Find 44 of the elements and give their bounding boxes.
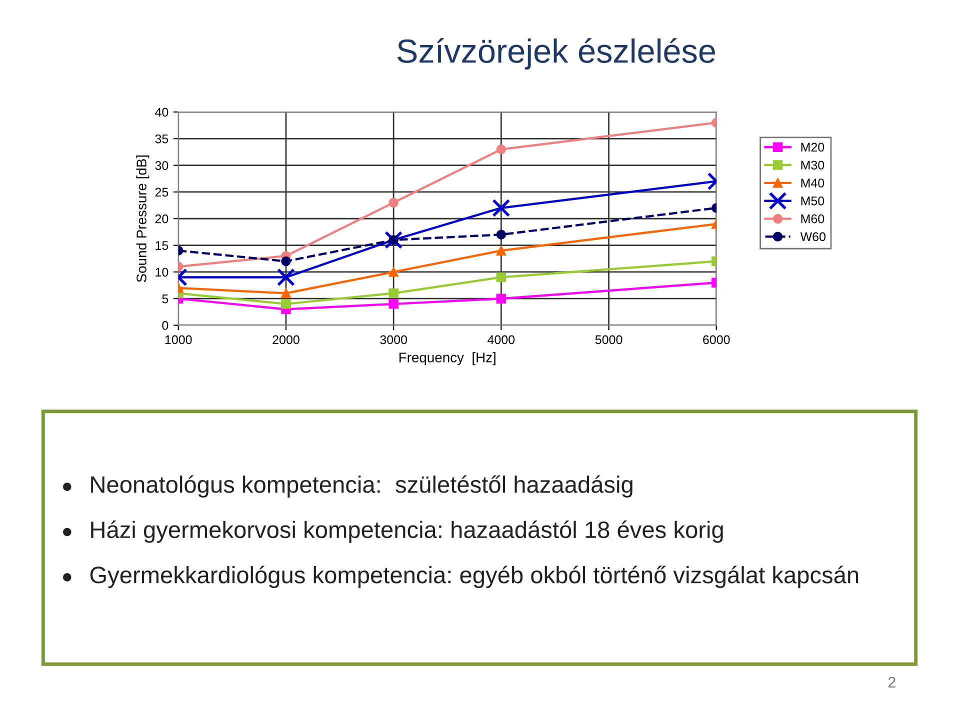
- y-tick-label: 30: [155, 161, 168, 170]
- x-tick-label: 5000: [595, 335, 622, 344]
- point: [281, 256, 291, 266]
- y-tick-label: 35: [155, 134, 168, 144]
- legend-label: M30: [801, 160, 824, 170]
- text: Gyermekkardiológus kompetencia: egyéb okból történő vizsgálat kapcsán: [90, 566, 858, 588]
- legend-label: W60: [800, 232, 826, 242]
- y-tick-label: 5: [162, 294, 168, 304]
- text: Házi gyermekorvosi kompetencia: hazaadástól 18 éves korig: [91, 520, 723, 543]
- y-tick-label: 25: [155, 188, 168, 197]
- x-tick-label: 4000: [488, 335, 515, 344]
- point: [281, 288, 291, 298]
- legend-label: M60: [801, 214, 824, 224]
- point: [388, 198, 398, 208]
- point: [496, 272, 506, 282]
- chart-title: Szívzörejek észlelése: [397, 38, 715, 70]
- point: [384, 230, 403, 249]
- x-axis-title: Frequency [Hz]: [400, 352, 496, 366]
- x-tick-label: 2000: [272, 335, 300, 344]
- y-tick-label: 15: [156, 241, 168, 250]
- x-tick-label: 1000: [165, 335, 192, 344]
- point: [388, 267, 398, 277]
- text: Neonatológus kompetencia: születéstől hazaadásig: [91, 475, 632, 498]
- x-tick-label: 6000: [703, 335, 730, 344]
- point: [492, 198, 510, 217]
- y-tick-label: 40: [155, 108, 168, 117]
- point: [388, 235, 398, 245]
- x-tick-label: 3000: [380, 335, 407, 344]
- point: [388, 288, 398, 298]
- point: [496, 230, 506, 240]
- point: [496, 144, 506, 154]
- point: [496, 294, 506, 304]
- y-tick-label: 20: [155, 214, 168, 224]
- text: 2: [888, 676, 896, 688]
- point: [276, 268, 296, 286]
- point: [281, 299, 291, 309]
- y-tick-label: 0: [162, 321, 168, 330]
- y-axis-title: Sound Pressure [dB]: [136, 156, 150, 282]
- point: [496, 246, 506, 256]
- legend-label: M50: [801, 196, 824, 206]
- legend-label: M20: [801, 142, 824, 152]
- legend-label: M40: [801, 178, 824, 188]
- point: [388, 299, 398, 309]
- y-tick-label: 10: [156, 268, 168, 277]
